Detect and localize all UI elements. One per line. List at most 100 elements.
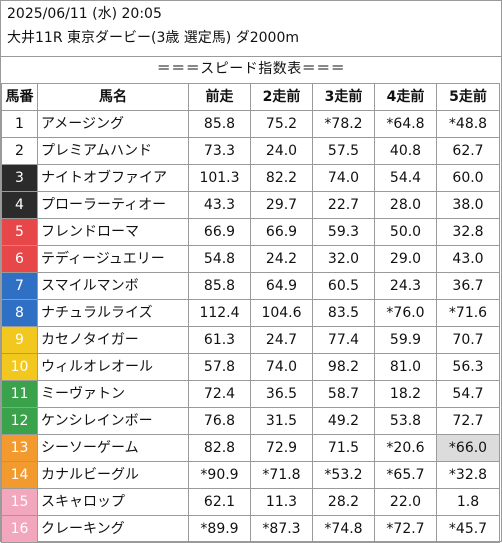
horse-name-cell: クレーキング: [37, 515, 189, 543]
speed-index-cell-4: 28.0: [374, 191, 437, 219]
speed-index-cell-4: 53.8: [374, 407, 437, 435]
speed-index-cell-5: 60.0: [436, 164, 500, 192]
horse-number-cell: 10: [1, 353, 38, 381]
speed-index-cell-3: 60.5: [312, 272, 375, 300]
speed-index-cell-1: 82.8: [188, 434, 251, 462]
horse-number-cell: 7: [1, 272, 38, 300]
speed-index-cell-5: 54.7: [436, 380, 500, 408]
horse-number-cell: 15: [1, 488, 38, 516]
table-row: 12 ケンシレインボー 76.8 31.5 49.2 53.8 72.7: [1, 407, 500, 435]
speed-index-cell-5: 38.0: [436, 191, 500, 219]
horse-number-cell: 16: [1, 515, 38, 543]
speed-index-cell-3: *74.8: [312, 515, 375, 543]
speed-index-cell-2: 74.0: [250, 353, 313, 381]
table-row: 14 カナルビーグル *90.9 *71.8 *53.2 *65.7 *32.8: [1, 461, 500, 489]
speed-index-cell-3: 58.7: [312, 380, 375, 408]
column-header-4-back: 4走前: [374, 83, 437, 111]
speed-index-cell-4: 22.0: [374, 488, 437, 516]
speed-index-cell-2: 31.5: [250, 407, 313, 435]
speed-index-cell-5: *71.6: [436, 299, 500, 327]
horse-name-cell: ミーヴァトン: [37, 380, 189, 408]
horse-name-cell: スキャロップ: [37, 488, 189, 516]
speed-index-cell-1: 66.9: [188, 218, 251, 246]
horse-number-cell: 1: [1, 110, 38, 138]
horse-number-cell: 11: [1, 380, 38, 408]
header-divider: [1, 56, 501, 57]
speed-index-cell-1: 57.8: [188, 353, 251, 381]
speed-index-cell-4: *72.7: [374, 515, 437, 543]
speed-index-cell-3: 83.5: [312, 299, 375, 327]
speed-index-cell-3: 32.0: [312, 245, 375, 273]
race-title: 大井11R 東京ダービー(3歳 選定馬) ダ2000m: [7, 30, 299, 46]
table-row: 11 ミーヴァトン 72.4 36.5 58.7 18.2 54.7: [1, 380, 500, 408]
table-row: 16 クレーキング *89.9 *87.3 *74.8 *72.7 *45.7: [1, 515, 500, 543]
speed-index-cell-5: 62.7: [436, 137, 500, 165]
horse-name-cell: カセノタイガー: [37, 326, 189, 354]
speed-index-cell-2: *87.3: [250, 515, 313, 543]
speed-index-cell-5: *32.8: [436, 461, 500, 489]
speed-index-cell-4: 29.0: [374, 245, 437, 273]
speed-index-cell-2: 24.0: [250, 137, 313, 165]
speed-index-cell-5: *48.8: [436, 110, 500, 138]
horse-number-cell: 4: [1, 191, 38, 219]
table-row: 4 プローラーティオー 43.3 29.7 22.7 28.0 38.0: [1, 191, 500, 219]
speed-index-cell-3: 28.2: [312, 488, 375, 516]
speed-index-cell-2: 24.7: [250, 326, 313, 354]
speed-index-cell-4: 59.9: [374, 326, 437, 354]
horse-name-cell: テディージュエリー: [37, 245, 189, 273]
column-header-2-back: 2走前: [250, 83, 313, 111]
speed-index-cell-4: *76.0: [374, 299, 437, 327]
horse-number-cell: 2: [1, 137, 38, 165]
speed-index-cell-3: 98.2: [312, 353, 375, 381]
horse-name-cell: カナルビーグル: [37, 461, 189, 489]
speed-index-cell-3: 77.4: [312, 326, 375, 354]
speed-index-cell-3: 57.5: [312, 137, 375, 165]
speed-index-cell-2: 11.3: [250, 488, 313, 516]
speed-index-cell-4: 50.0: [374, 218, 437, 246]
column-header-last: 前走: [188, 83, 251, 111]
horse-number-cell: 13: [1, 434, 38, 462]
speed-index-cell-5: 56.3: [436, 353, 500, 381]
speed-index-cell-3: 71.5: [312, 434, 375, 462]
speed-index-cell-3: *78.2: [312, 110, 375, 138]
horse-number-cell: 12: [1, 407, 38, 435]
table-row: 10 ウィルオレオール 57.8 74.0 98.2 81.0 56.3: [1, 353, 500, 381]
horse-name-cell: ウィルオレオール: [37, 353, 189, 381]
speed-index-cell-1: 62.1: [188, 488, 251, 516]
table-row: 6 テディージュエリー 54.8 24.2 32.0 29.0 43.0: [1, 245, 500, 273]
speed-index-cell-2: 72.9: [250, 434, 313, 462]
speed-index-cell-2: 66.9: [250, 218, 313, 246]
horse-name-cell: ナチュラルライズ: [37, 299, 189, 327]
speed-index-cell-3: *53.2: [312, 461, 375, 489]
speed-index-cell-4: 54.4: [374, 164, 437, 192]
speed-index-cell-3: 22.7: [312, 191, 375, 219]
speed-index-cell-5: 36.7: [436, 272, 500, 300]
speed-index-cell-2: 24.2: [250, 245, 313, 273]
speed-index-cell-3: 49.2: [312, 407, 375, 435]
column-header-number: 馬番: [1, 83, 38, 111]
horse-number-cell: 14: [1, 461, 38, 489]
speed-index-cell-5: 1.8: [436, 488, 500, 516]
speed-index-cell-1: 72.4: [188, 380, 251, 408]
table-title: ＝＝＝スピード指数表＝＝＝: [156, 61, 346, 77]
speed-index-cell-4: 24.3: [374, 272, 437, 300]
table-row: 2 プレミアムハンド 73.3 24.0 57.5 40.8 62.7: [1, 137, 500, 165]
table-row: 1 アメージング 85.8 75.2 *78.2 *64.8 *48.8: [1, 110, 500, 138]
speed-index-cell-2: 64.9: [250, 272, 313, 300]
speed-index-cell-4: *64.8: [374, 110, 437, 138]
speed-index-cell-3: 59.3: [312, 218, 375, 246]
speed-index-cell-1: *89.9: [188, 515, 251, 543]
horse-name-cell: ナイトオブファイア: [37, 164, 189, 192]
table-row: 3 ナイトオブファイア 101.3 82.2 74.0 54.4 60.0: [1, 164, 500, 192]
speed-index-cell-2: 36.5: [250, 380, 313, 408]
speed-index-cell-4: *65.7: [374, 461, 437, 489]
speed-index-cell-5: 72.7: [436, 407, 500, 435]
speed-index-cell-4: 18.2: [374, 380, 437, 408]
table-row: 15 スキャロップ 62.1 11.3 28.2 22.0 1.8: [1, 488, 500, 516]
column-header-3-back: 3走前: [312, 83, 375, 111]
speed-index-cell-1: 54.8: [188, 245, 251, 273]
speed-index-cell-1: 73.3: [188, 137, 251, 165]
speed-index-cell-5: 32.8: [436, 218, 500, 246]
table-row: 8 ナチュラルライズ 112.4 104.6 83.5 *76.0 *71.6: [1, 299, 500, 327]
